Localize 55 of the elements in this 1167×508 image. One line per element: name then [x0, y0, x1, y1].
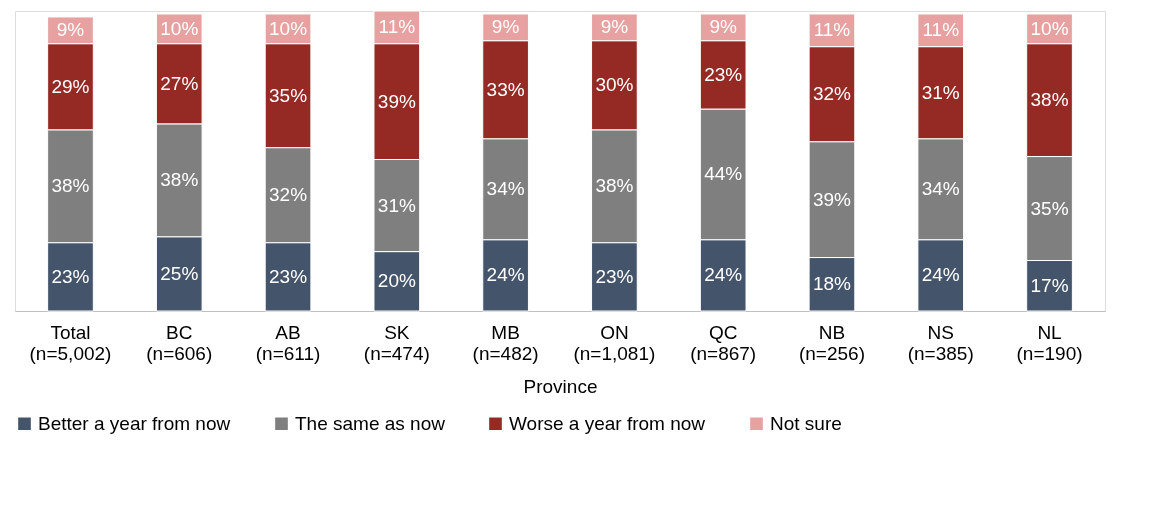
data-label: 33%: [486, 78, 525, 100]
data-label: 34%: [486, 178, 525, 200]
data-label: 29%: [51, 75, 90, 97]
legend-label: Better a year from now: [38, 412, 231, 434]
x-tick-label: MB (n=482): [472, 321, 539, 364]
data-label: 23%: [269, 265, 308, 287]
data-label: 11%: [378, 16, 416, 38]
data-label: 31%: [377, 194, 416, 216]
data-label: 38%: [1030, 89, 1069, 111]
x-tick-label: ON (n=1,081): [573, 321, 656, 364]
data-label: 38%: [595, 175, 634, 197]
data-label: 10%: [269, 17, 308, 39]
data-label: 24%: [921, 264, 960, 286]
x-tick-label: NS (n=385): [907, 321, 974, 364]
data-label: 30%: [595, 74, 634, 96]
data-label: 39%: [812, 188, 852, 210]
data-label: 39%: [377, 90, 416, 112]
legend-label: Worse a year from now: [509, 412, 706, 434]
data-label: 27%: [160, 72, 199, 94]
data-label: 32%: [269, 184, 308, 206]
x-tick-label: NL (n=190): [1016, 321, 1083, 364]
data-label: 11%: [922, 19, 960, 41]
data-label: 34%: [921, 178, 960, 200]
data-label: 35%: [269, 84, 308, 106]
data-label: 23%: [704, 63, 743, 85]
data-label: 38%: [51, 175, 90, 197]
data-label: 24%: [486, 264, 525, 286]
data-label: 9%: [600, 16, 629, 38]
data-label: 9%: [709, 16, 738, 38]
x-tick-label: SK (n=474): [363, 321, 430, 364]
data-label: 32%: [812, 83, 852, 105]
data-label: 38%: [160, 169, 199, 191]
data-label: 9%: [491, 16, 520, 38]
data-label: 24%: [704, 264, 743, 286]
data-label: 23%: [595, 265, 634, 287]
data-label: 31%: [921, 81, 960, 103]
data-label: 44%: [704, 163, 743, 185]
x-tick-label: Total (n=5,002): [29, 321, 112, 364]
data-label: 23%: [51, 265, 90, 287]
data-label: 10%: [160, 17, 199, 39]
legend-label: Not sure: [770, 412, 842, 434]
data-label: 9%: [56, 19, 85, 41]
data-label: 25%: [160, 262, 199, 284]
x-tick-label: NB (n=256): [798, 321, 865, 364]
data-label: 35%: [1030, 197, 1069, 219]
data-label: 20%: [377, 270, 416, 292]
data-label: 11%: [813, 19, 851, 41]
x-tick-label: BC (n=606): [146, 321, 213, 364]
x-axis-title: Province: [523, 375, 598, 397]
x-tick-label: QC (n=867): [690, 321, 757, 364]
data-label: 18%: [812, 273, 852, 295]
data-label: 17%: [1030, 274, 1069, 296]
legend-label: The same as now: [295, 412, 446, 434]
x-tick-label: AB (n=611): [255, 321, 321, 364]
data-label: 10%: [1030, 17, 1069, 39]
